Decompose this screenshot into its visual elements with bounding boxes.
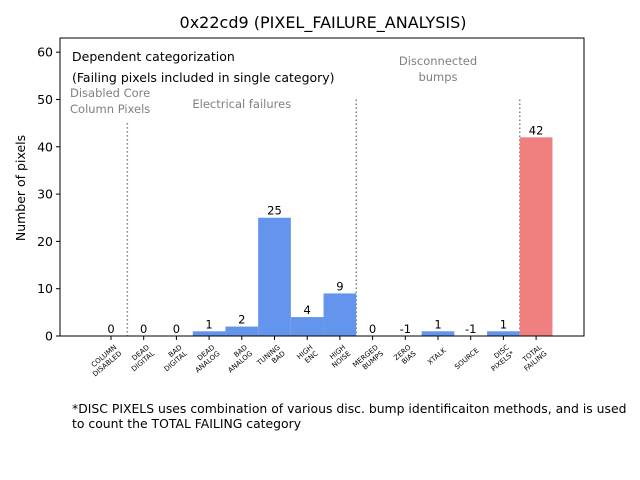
y-tick-label: 60 [37, 45, 53, 60]
y-tick-label: 0 [45, 329, 53, 344]
bar-value-label: 25 [267, 204, 282, 218]
footnote: *DISC PIXELS uses combination of various… [72, 401, 627, 431]
bars: 0 0 0 1 2 25 4 9 0 -1 1 -1 1 42 [107, 123, 553, 336]
bar [192, 331, 226, 336]
group-label: Column Pixels [70, 102, 150, 116]
group-labels: Disabled Core Column Pixels Electrical fai… [70, 54, 477, 116]
bar-value-label: 2 [238, 313, 245, 327]
bar [323, 293, 357, 336]
y-tick-label: 50 [37, 92, 53, 107]
bar-value-label: -1 [465, 322, 476, 336]
bar-value-label: 1 [434, 317, 441, 331]
bar-value-label: -1 [400, 322, 411, 336]
y-tick-label: 10 [37, 281, 53, 296]
group-label: Electrical failures [192, 97, 291, 111]
bar-value-label: 1 [205, 317, 212, 331]
chart-title: 0x22cd9 (PIXEL_FAILURE_ANALYSIS) [180, 13, 467, 33]
plot-frame [59, 37, 585, 337]
group-label: Disconnected [399, 54, 477, 68]
bar [225, 326, 259, 336]
bar [290, 317, 324, 336]
bar-value-label: 1 [500, 317, 507, 331]
annotation-line-2: (Failing pixels included in single categ… [72, 70, 335, 85]
bar-value-label: 0 [173, 322, 180, 336]
bar [487, 331, 520, 336]
bar-value-label: 4 [304, 303, 311, 317]
bar-value-label: 0 [140, 322, 147, 336]
bar-value-label: 0 [369, 322, 376, 336]
group-label: Disabled Core [70, 86, 150, 100]
bar-value-label: 42 [529, 123, 544, 137]
bar [421, 331, 455, 336]
y-tick-label: 40 [37, 139, 53, 154]
y-axis-ticks: 0 10 20 30 40 50 60 [37, 45, 60, 344]
bar-value-label: 9 [336, 279, 343, 293]
group-label: bumps [418, 70, 457, 84]
y-axis-label: Number of pixels [13, 135, 28, 241]
bar [258, 217, 291, 336]
y-tick-label: 30 [37, 187, 53, 202]
annotation-line-1: Dependent categorization [72, 49, 235, 64]
bar-value-label: 0 [107, 322, 114, 336]
y-tick-label: 20 [37, 234, 53, 249]
bar [519, 137, 553, 336]
